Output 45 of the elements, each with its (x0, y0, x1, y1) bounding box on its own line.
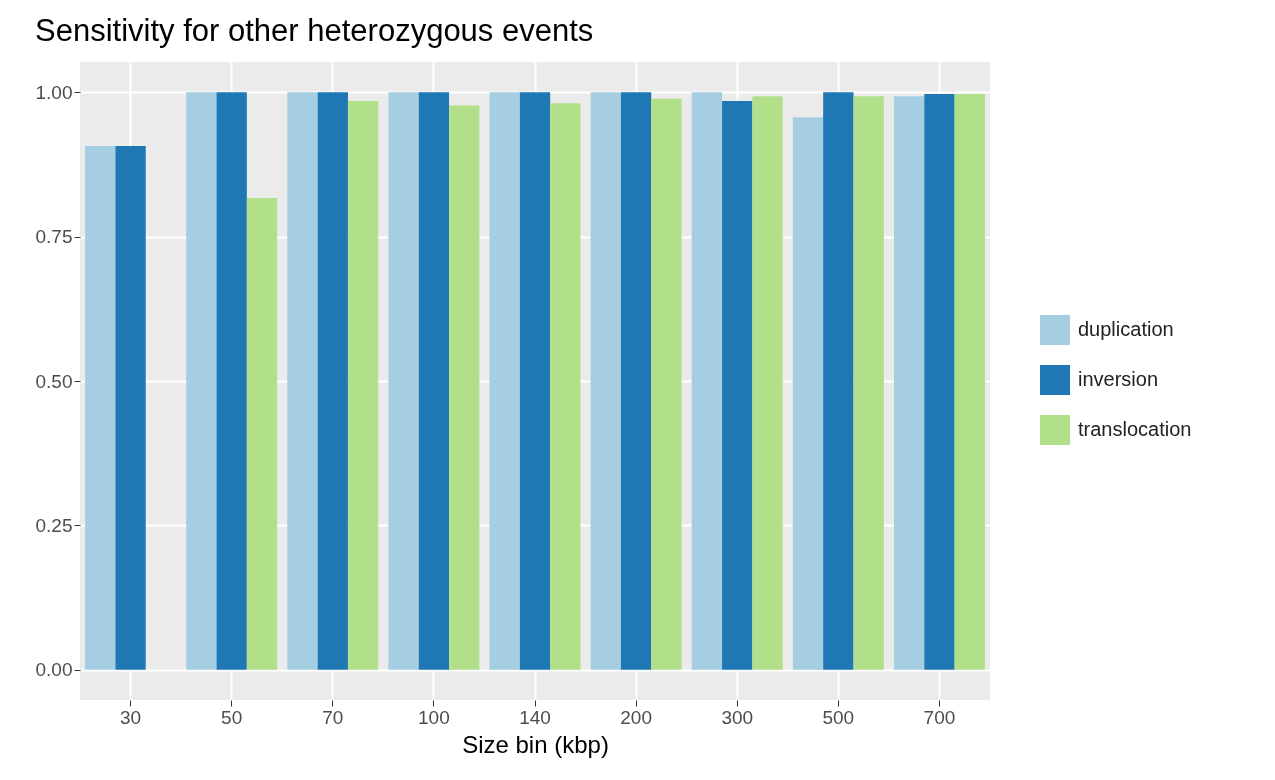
x-tick-label: 300 (721, 706, 754, 728)
bar (115, 146, 146, 670)
legend-label: duplication (1078, 318, 1174, 340)
bar (651, 98, 682, 670)
y-tick-label: 0.75 (35, 226, 73, 248)
bar (954, 94, 985, 670)
bar (246, 197, 278, 670)
bar (287, 92, 318, 670)
bar (691, 92, 723, 670)
x-axis-title: Size bin (kbp) (462, 730, 609, 758)
bar (489, 92, 520, 670)
legend-label: translocation (1078, 418, 1192, 440)
bar (620, 92, 652, 670)
bar (924, 94, 955, 670)
bar (388, 92, 419, 670)
bar (186, 92, 217, 670)
x-tick-label: 700 (923, 706, 956, 728)
y-tick-label: 0.00 (35, 659, 73, 681)
bar (216, 92, 247, 670)
bar (722, 100, 753, 670)
bar (752, 96, 783, 670)
bar (590, 92, 621, 670)
bar (449, 105, 480, 670)
bar (893, 96, 925, 670)
bar (347, 100, 379, 670)
x-tick-label: 140 (519, 706, 551, 728)
bar (853, 96, 884, 670)
bar (317, 92, 348, 670)
x-tick-label: 500 (822, 706, 855, 728)
bar (792, 117, 824, 670)
legend-label: inversion (1078, 368, 1159, 390)
y-tick-label: 1.00 (35, 81, 73, 103)
chart-title: Sensitivity for other heterozygous events (35, 13, 594, 48)
x-tick-label: 70 (322, 706, 344, 728)
y-tick-label: 0.25 (35, 514, 73, 536)
bar (85, 146, 116, 670)
bar (418, 92, 450, 670)
x-tick-label: 30 (119, 706, 142, 728)
bar (550, 103, 581, 670)
bar (519, 92, 551, 670)
y-tick-label: 0.50 (35, 370, 73, 392)
x-tick-label: 200 (620, 706, 652, 728)
x-tick-label: 100 (418, 706, 450, 728)
x-tick-label: 50 (221, 706, 243, 728)
bar (823, 92, 854, 670)
